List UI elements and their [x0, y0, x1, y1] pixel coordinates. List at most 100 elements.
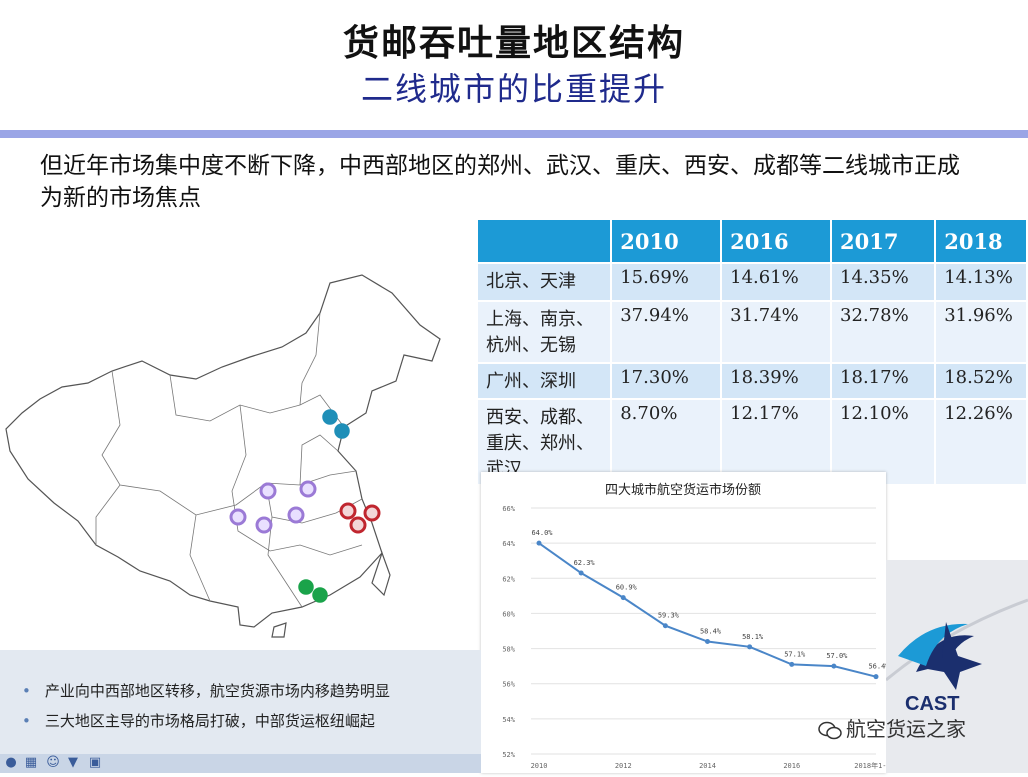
city-marker: [363, 504, 381, 522]
value-cell: 32.78%: [830, 300, 937, 364]
value-cell: 14.13%: [934, 262, 1028, 302]
logo-text: CAST: [905, 693, 960, 715]
table-row: 北京、天津 15.69% 14.61% 14.35% 14.13%: [475, 262, 1028, 302]
city-marker: [287, 506, 305, 524]
bullet-icon: •: [22, 682, 31, 700]
data-point: [789, 661, 795, 667]
mic-icon[interactable]: ●: [5, 755, 17, 770]
logo-panel: [885, 560, 1028, 773]
data-label: 62.3%: [574, 559, 596, 567]
x-tick-label: 2010: [531, 762, 548, 770]
bullet-text: 三大地区主导的市场格局打破，中部货运枢纽崛起: [44, 712, 375, 730]
data-point: [831, 663, 837, 669]
table-header-cell: 2016: [720, 218, 833, 264]
x-tick-label: 2014: [699, 762, 716, 770]
data-label: 58.4%: [700, 628, 722, 636]
region-cell: 上海、南京、杭州、无锡: [475, 300, 613, 364]
chart-title: 四大城市航空货运市场份额: [605, 482, 761, 498]
value-cell: 12.17%: [720, 398, 833, 486]
table-header-cell: 2010: [610, 218, 723, 264]
table-row: 上海、南京、杭州、无锡 37.94% 31.74% 32.78% 31.96%: [475, 300, 1028, 364]
value-cell: 8.70%: [610, 398, 723, 486]
value-cell: 15.69%: [610, 262, 723, 302]
taskbar: ● ▦ ☺ ▼ ▣: [0, 754, 481, 773]
keyboard-icon[interactable]: ▦: [24, 755, 38, 770]
table-header-cell: [475, 218, 613, 264]
y-tick-label: 60%: [502, 610, 515, 618]
value-cell: 37.94%: [610, 300, 723, 364]
data-label: 58.1%: [742, 633, 764, 641]
value-cell: 12.26%: [934, 398, 1028, 486]
value-cell: 18.17%: [830, 362, 937, 400]
headline-text: 但近年市场集中度不断下降，中西部地区的郑州、武汉、重庆、西安、成都等二线城市正成…: [40, 153, 960, 211]
data-label: 56.4%: [868, 663, 886, 671]
city-marker: [298, 579, 314, 595]
city-marker: [349, 516, 367, 534]
y-tick-label: 62%: [502, 575, 515, 583]
data-point: [662, 623, 668, 629]
title-divider: [0, 130, 1028, 138]
watermark: 航空货运之家: [818, 713, 966, 742]
value-cell: 31.74%: [720, 300, 833, 364]
region-cell: 北京、天津: [475, 262, 613, 302]
cast-logo-icon: [885, 598, 1028, 690]
city-marker: [259, 482, 277, 500]
data-label: 64.0%: [531, 529, 553, 537]
title-area: 货邮吞吐量地区结构 二线城市的比重提升: [0, 0, 1028, 132]
bullet-item: • 产业向中西部地区转移，航空货源市场内移趋势明显: [22, 680, 390, 701]
x-tick-label: 2018年1-9月: [854, 761, 886, 770]
shirt-icon[interactable]: ▼: [68, 755, 78, 770]
value-cell: 17.30%: [610, 362, 723, 400]
value-cell: 18.39%: [720, 362, 833, 400]
page-title: 货邮吞吐量地区结构: [342, 23, 685, 64]
data-label: 60.9%: [616, 584, 638, 592]
x-tick-label: 2012: [615, 762, 632, 770]
data-point: [578, 570, 584, 576]
bullet-item: • 三大地区主导的市场格局打破，中部货运枢纽崛起: [22, 710, 375, 731]
data-point: [873, 674, 879, 680]
y-tick-label: 52%: [502, 751, 515, 759]
city-markers: [229, 409, 381, 603]
city-marker: [334, 423, 350, 439]
line-chart-panel: 四大城市航空货运市场份额 52% 54% 56% 58% 60% 62% 64% 66% 2010…: [481, 472, 898, 773]
y-tick-label: 66%: [502, 505, 515, 513]
x-tick-label: 2016: [783, 762, 800, 770]
watermark-text: 航空货运之家: [846, 717, 966, 741]
data-point: [705, 639, 710, 645]
data-label: 57.0%: [826, 652, 848, 660]
city-marker: [339, 502, 357, 520]
data-point: [620, 595, 626, 601]
china-outline: [5, 274, 441, 628]
data-label: 59.3%: [658, 612, 680, 620]
bullet-panel: • 产业向中西部地区转移，航空货源市场内移趋势明显 • 三大地区主导的市场格局打破，…: [0, 650, 481, 754]
user-icon[interactable]: ☺: [46, 755, 60, 770]
table-header-cell: 2017: [830, 218, 937, 264]
data-label: 57.1%: [784, 650, 806, 658]
y-tick-label: 58%: [502, 646, 515, 654]
bullet-text: 产业向中西部地区转移，航空货源市场内移趋势明显: [44, 682, 390, 700]
value-cell: 14.35%: [830, 262, 937, 302]
value-cell: 31.96%: [934, 300, 1028, 364]
line-chart: 四大城市航空货运市场份额 52% 54% 56% 58% 60% 62% 64% 66% 2010…: [502, 482, 897, 770]
city-marker: [312, 587, 328, 603]
region-cell: 广州、深圳: [475, 362, 613, 400]
y-tick-label: 64%: [502, 540, 515, 548]
table-row: 西安、成都、重庆、郑州、武汉 8.70% 12.17% 12.10% 12.26…: [475, 398, 1028, 486]
table-row: 广州、深圳 17.30% 18.39% 18.17% 18.52%: [475, 362, 1028, 400]
data-point: [747, 644, 753, 650]
data-point: [536, 540, 542, 546]
y-tick-label: 54%: [502, 716, 515, 724]
table-header-row: 2010 2016 2017 2018: [475, 218, 1028, 264]
city-marker: [229, 508, 247, 526]
city-marker: [299, 480, 317, 498]
page-subtitle: 二线城市的比重提升: [360, 70, 667, 108]
city-marker: [255, 516, 273, 534]
china-map: [5, 274, 441, 638]
bullet-icon: •: [22, 712, 31, 730]
grid-icon[interactable]: ▣: [88, 755, 102, 770]
value-cell: 14.61%: [720, 262, 833, 302]
value-cell: 18.52%: [934, 362, 1028, 400]
share-table: 2010 2016 2017 2018 北京、天津 15.69% 14.61% …: [475, 218, 1028, 486]
table-header-cell: 2018: [934, 218, 1028, 264]
y-tick-label: 56%: [502, 681, 515, 689]
